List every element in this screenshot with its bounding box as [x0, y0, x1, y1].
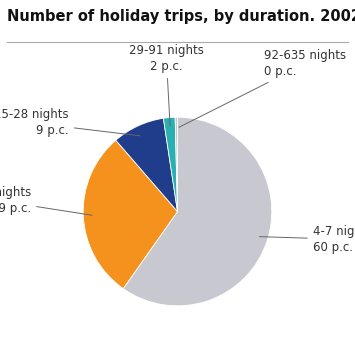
Text: 4-7 nights
60 p.c.: 4-7 nights 60 p.c.: [260, 225, 355, 254]
Wedge shape: [123, 117, 272, 306]
Text: 29-91 nights
2 p.c.: 29-91 nights 2 p.c.: [129, 44, 204, 126]
Text: 92-635 nights
0 p.c.: 92-635 nights 0 p.c.: [179, 49, 346, 127]
Wedge shape: [163, 117, 178, 212]
Wedge shape: [116, 118, 178, 212]
Wedge shape: [175, 117, 178, 212]
Text: 15-28 nights
9 p.c.: 15-28 nights 9 p.c.: [0, 108, 140, 137]
Wedge shape: [83, 140, 178, 288]
Text: 8-14 nights
29 p.c.: 8-14 nights 29 p.c.: [0, 186, 92, 215]
Text: Number of holiday trips, by duration. 2002. Per cent: Number of holiday trips, by duration. 20…: [7, 9, 355, 24]
